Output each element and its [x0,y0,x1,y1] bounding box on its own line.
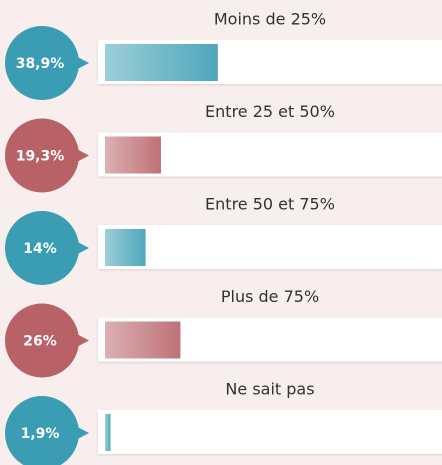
bubble [5,396,79,465]
bubble [5,26,79,100]
bar-track [98,410,442,454]
bubble [5,303,79,378]
category-label: Moins de 25% [214,10,326,29]
category-label: Entre 25 et 50% [205,102,335,121]
category-label: Entre 50 et 75% [205,195,335,214]
bar [105,414,111,451]
value-label: 38,9% [16,56,65,72]
bubble [5,211,79,285]
bar [105,44,218,81]
value-label: 26% [23,334,57,350]
bar [105,321,181,359]
value-label: 1,9% [21,426,60,442]
bar [105,136,161,174]
bubble [5,118,79,193]
value-label: 19,3% [16,149,65,165]
value-label: 14% [23,241,57,257]
bar-track [98,225,442,269]
category-label: Ne sait pas [225,380,314,399]
category-label: Plus de 75% [221,287,319,306]
bar [105,229,146,266]
